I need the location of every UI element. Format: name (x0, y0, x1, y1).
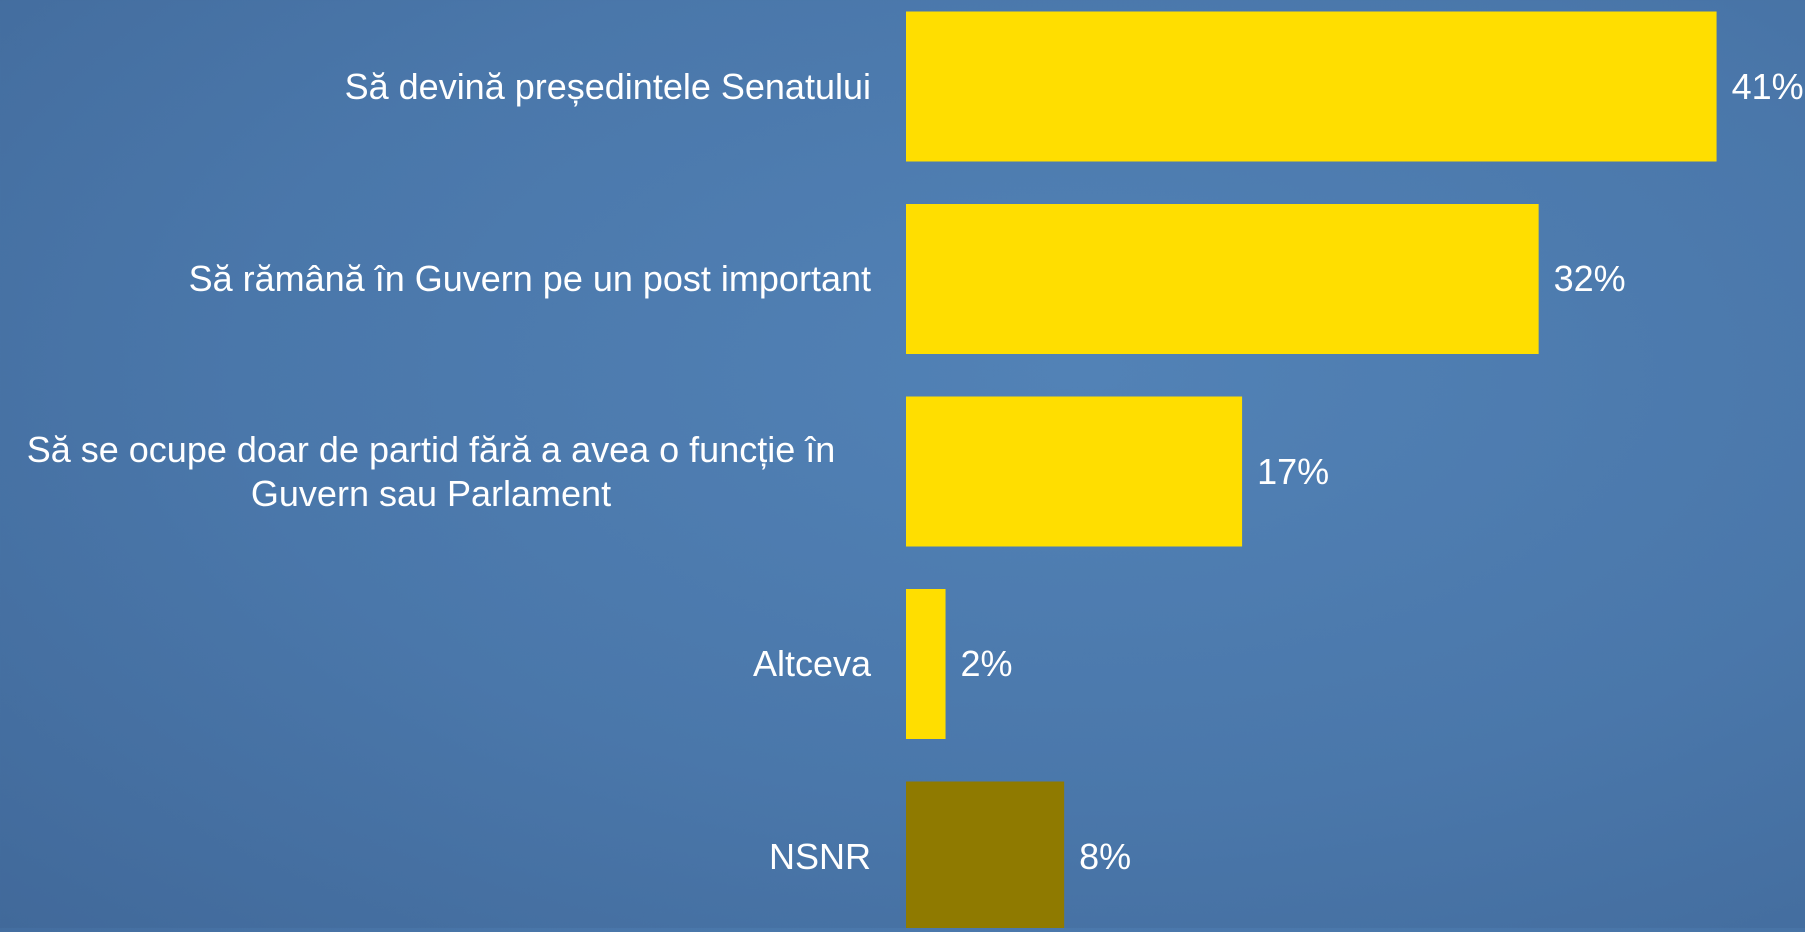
category-text: Să se ocupe doar de partid fără a avea o… (26, 428, 836, 514)
category-label: Să rămână în Guvern pe un post important (0, 204, 871, 354)
category-text: Să rămână în Guvern pe un post important (188, 258, 871, 299)
category-text: NSNR (768, 835, 871, 877)
category-text: Altceva (752, 643, 871, 684)
value-label: 32% (1553, 258, 1626, 299)
category-text: Să devină președintele Senatului (344, 65, 871, 107)
value-label: 2% (960, 643, 1013, 684)
bar (906, 589, 946, 739)
bar (906, 11, 1717, 162)
value-label: 8% (1079, 835, 1132, 877)
value-label: 41% (1731, 65, 1804, 107)
category-label: NSNR (0, 782, 871, 932)
bar (906, 204, 1539, 354)
category-label: Să se ocupe doar de partid fără a avea o… (0, 397, 871, 547)
bar (906, 396, 1243, 547)
bar (906, 781, 1065, 928)
value-label: 17% (1257, 450, 1330, 492)
category-label: Altceva (0, 589, 871, 739)
category-label: Să devină președintele Senatului (0, 12, 871, 162)
